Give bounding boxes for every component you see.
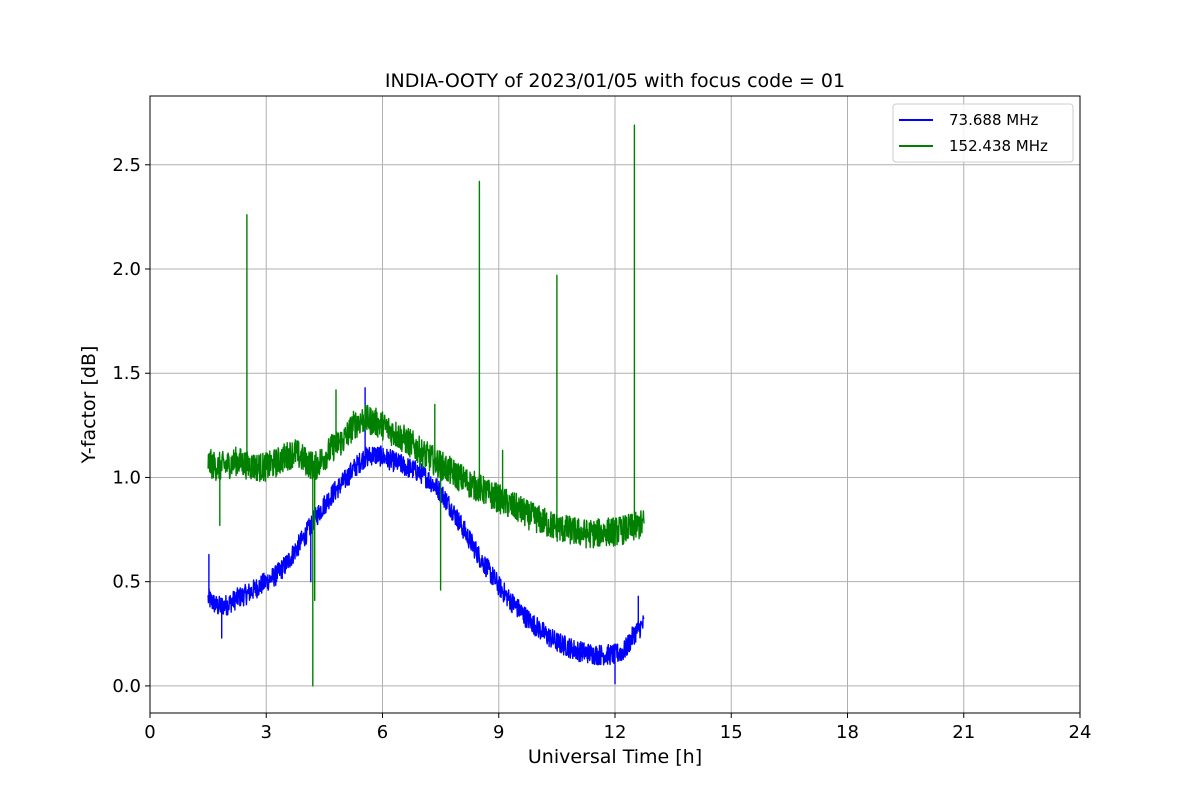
y-tick-label: 0.5 (112, 572, 141, 593)
y-axis-label: Y-factor [dB] (78, 346, 100, 465)
y-tick-label: 1.5 (112, 363, 141, 384)
x-tick-label: 18 (836, 722, 859, 743)
legend-label: 73.688 MHz (949, 111, 1038, 129)
x-axis-label: Universal Time [h] (528, 746, 702, 768)
legend-frame (892, 103, 1074, 163)
y-tick-label: 1.0 (112, 467, 141, 488)
x-tick-label: 12 (604, 722, 627, 743)
y-tick-label: 2.5 (112, 155, 141, 176)
tick-layer: 0 3 6 9 12 15 18 21 24 0.0 0.5 1.0 1.5 2.0 2.5 (112, 155, 1091, 743)
y-tick-label: 0.0 (112, 676, 141, 697)
legend: 73.688 MHz 152.438 MHz (892, 103, 1074, 163)
x-tick-label: 9 (493, 722, 504, 743)
series-line-0 (207, 387, 645, 685)
x-tick-label: 3 (261, 722, 272, 743)
y-tick-label: 2.0 (112, 259, 141, 280)
chart-title: INDIA-OOTY of 2023/01/05 with focus code… (385, 70, 845, 92)
x-tick-label: 0 (144, 722, 155, 743)
x-tick-label: 15 (720, 722, 743, 743)
series-layer (207, 124, 645, 687)
series-line-1 (207, 124, 645, 687)
legend-label: 152.438 MHz (949, 137, 1048, 155)
x-tick-label: 21 (952, 722, 975, 743)
x-tick-label: 24 (1069, 722, 1092, 743)
x-tick-label: 6 (377, 722, 388, 743)
